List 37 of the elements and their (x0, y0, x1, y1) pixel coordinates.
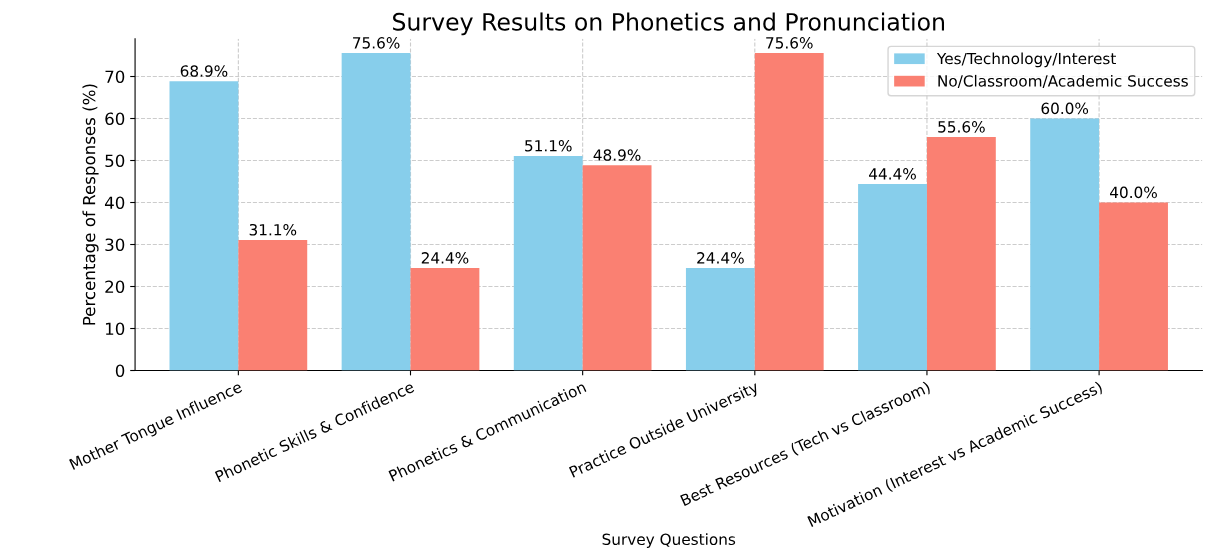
data-label: 31.1% (249, 223, 297, 236)
y-tick-label: 10 (105, 322, 125, 336)
bar (685, 268, 755, 371)
bar (513, 155, 583, 371)
data-label: 75.6% (766, 37, 813, 49)
data-label: 60.0% (1041, 102, 1089, 115)
data-label: 44.4% (869, 168, 916, 180)
y-tick-label: 30 (105, 238, 125, 252)
bar (238, 239, 308, 371)
bar (926, 136, 996, 371)
data-label: 51.1% (525, 139, 572, 152)
y-tick-label: 40 (104, 196, 125, 210)
legend-label: No/Classroom/Academic Success (938, 74, 1188, 88)
bar (858, 184, 927, 371)
bar (169, 81, 239, 371)
y-axis-title: Percentage of Responses (%) (82, 84, 99, 325)
data-label: 24.4% (697, 252, 744, 264)
data-label: 75.6% (353, 37, 400, 49)
chart-title: Survey Results on Phonetics and Pronunciation (393, 12, 945, 36)
y-tick-label: 60 (105, 112, 125, 126)
x-axis-title: Survey Questions (602, 533, 736, 548)
data-label: 48.9% (593, 149, 641, 161)
bar (1030, 118, 1100, 371)
bar (410, 268, 480, 371)
bar (582, 165, 652, 371)
data-label: 68.9% (180, 65, 228, 77)
data-label: 40.0% (1110, 186, 1157, 199)
y-tick-label: 70 (105, 70, 125, 84)
bar (1099, 202, 1168, 371)
y-tick-label: 20 (105, 280, 125, 294)
legend-label: Yes/Technology/Interest (936, 52, 1116, 68)
y-tick-label: 50 (105, 154, 125, 168)
bar (754, 52, 824, 371)
bar (341, 52, 411, 371)
y-tick-label: 0 (115, 364, 125, 378)
data-label: 24.4% (421, 252, 469, 264)
data-label: 55.6% (938, 121, 985, 133)
